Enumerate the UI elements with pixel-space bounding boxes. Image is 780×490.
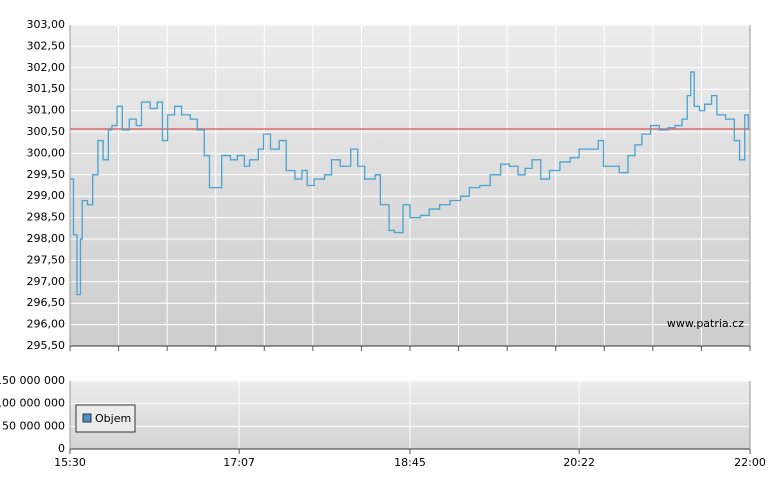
y-tick-label: 150 000 000 [0,374,65,387]
y-tick-label: 297,00 [27,275,66,288]
y-tick-label: 298,00 [27,232,66,245]
y-tick-label: 298,50 [27,211,66,224]
y-tick-label: 296,00 [27,318,66,331]
y-tick-label: 296,50 [27,296,66,309]
y-tick-label: 50 000 000 [2,419,65,432]
x-tick-label: 17:07 [223,456,255,469]
x-tick-label: 22:00 [734,456,766,469]
x-tick-label: 18:45 [394,456,426,469]
y-tick-label: 299,50 [27,168,66,181]
y-tick-label: 301,00 [27,104,66,117]
price-line [70,71,749,296]
y-tick-label: 297,50 [27,253,66,266]
legend-swatch [82,413,92,423]
legend-label: Objem [95,412,131,425]
y-tick-label: 299,00 [27,189,66,202]
y-tick-label: 300,50 [27,125,66,138]
y-tick-label: 0 [58,442,65,455]
y-tick-label: 301,50 [27,82,66,95]
y-tick-label: 302,00 [27,61,66,74]
y-tick-label: 100 000 000 [0,397,65,410]
y-tick-label: 302,50 [27,39,66,52]
y-tick-label: 303,00 [27,18,66,31]
x-tick-label: 15:30 [54,456,86,469]
y-tick-label: 295,50 [27,339,66,352]
y-tick-label: 300,00 [27,146,66,159]
x-tick-label: 20:22 [563,456,595,469]
watermark: www.patria.cz [667,317,744,330]
